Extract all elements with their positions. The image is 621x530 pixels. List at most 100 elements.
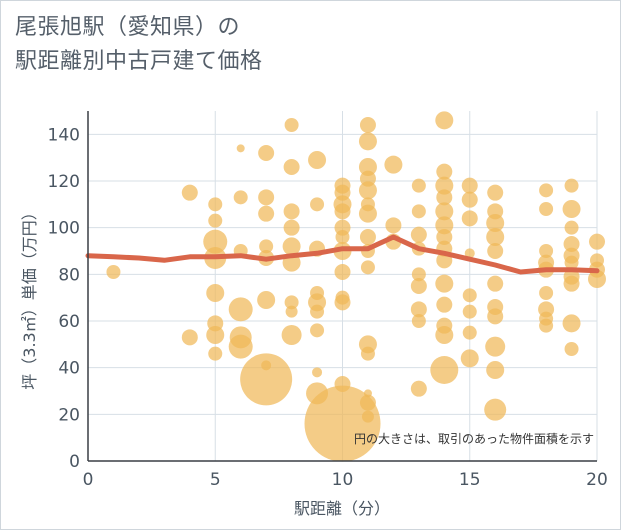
- data-bubble: [233, 190, 248, 205]
- data-bubble: [410, 226, 427, 243]
- data-bubble: [539, 318, 554, 333]
- data-bubble: [486, 228, 505, 246]
- data-bubble: [258, 189, 275, 206]
- data-bubble: [181, 329, 198, 346]
- data-bubble: [564, 178, 579, 193]
- data-bubble: [360, 260, 375, 275]
- data-bubble: [487, 184, 504, 201]
- data-bubble: [310, 323, 325, 338]
- data-bubble: [562, 200, 581, 218]
- data-bubble: [310, 197, 325, 212]
- axes: [87, 111, 597, 462]
- data-bubble: [257, 291, 276, 309]
- data-bubble: [411, 314, 426, 328]
- data-bubble: [240, 353, 293, 406]
- data-bubble: [562, 314, 581, 333]
- data-bubble: [430, 356, 459, 384]
- data-bubble: [181, 184, 198, 201]
- data-bubble: [487, 243, 504, 259]
- data-bubble: [285, 305, 298, 318]
- data-bubble: [358, 158, 377, 176]
- data-bubble: [106, 265, 121, 279]
- x-tick-label: 20: [586, 470, 608, 490]
- chart-title-line2: 駅距離別中古戸建て価格: [15, 49, 263, 74]
- data-bubble: [358, 181, 377, 200]
- data-bubble: [208, 213, 223, 228]
- tick-labels: 0 5 10 15 20 0 20 40 60 80 100 120 140: [48, 125, 608, 490]
- y-axis-label: 坪（3.3㎡）単価（万円）: [20, 204, 39, 389]
- data-bubble: [484, 398, 507, 421]
- data-bubble: [258, 145, 275, 161]
- y-tick-label: 80: [58, 265, 80, 285]
- x-tick-label: 10: [332, 470, 354, 490]
- data-bubble: [462, 288, 477, 303]
- data-bubble: [564, 220, 579, 235]
- data-bubble: [312, 367, 323, 378]
- y-tick-label: 60: [58, 312, 80, 332]
- data-bubble: [485, 336, 506, 357]
- data-bubble: [258, 205, 275, 222]
- data-bubble: [436, 229, 453, 245]
- data-bubble: [411, 267, 426, 282]
- data-bubble: [435, 202, 454, 221]
- data-bubble: [360, 346, 375, 361]
- data-bubble: [208, 346, 223, 361]
- data-bubble: [359, 229, 376, 245]
- data-bubble: [462, 325, 477, 340]
- data-bubble: [308, 151, 327, 169]
- data-bubble: [203, 229, 228, 254]
- x-axis-label: 駅距離（分）: [294, 499, 390, 518]
- data-bubble: [283, 219, 300, 236]
- data-bubble: [539, 244, 554, 258]
- x-tick-label: 0: [83, 470, 94, 490]
- data-bubble: [487, 308, 504, 325]
- size-note: 円の大きさは、取引のあった物件面積を示す: [354, 431, 594, 446]
- data-bubble: [411, 178, 426, 193]
- data-bubble: [436, 163, 453, 180]
- chart-title-line1: 尾張旭駅（愛知県）の: [15, 15, 241, 40]
- y-tick-label: 140: [48, 125, 80, 145]
- data-bubble: [410, 301, 427, 318]
- data-bubble: [228, 297, 253, 322]
- data-bubble: [435, 274, 454, 293]
- data-bubble: [361, 410, 374, 423]
- data-bubble: [563, 236, 580, 252]
- data-bubble: [411, 204, 426, 219]
- data-bubble: [486, 361, 505, 379]
- data-bubble: [464, 248, 475, 259]
- chart-title: 尾張旭駅（愛知県）の 駅距離別中古戸建て価格: [15, 11, 263, 79]
- x-tick-label: 15: [459, 470, 481, 490]
- data-bubble: [487, 275, 504, 292]
- data-bubble: [410, 380, 427, 397]
- data-bubble: [564, 255, 579, 270]
- data-bubble: [208, 197, 223, 212]
- data-bubble: [564, 342, 579, 356]
- data-bubble: [228, 334, 253, 359]
- data-bubble: [486, 214, 505, 232]
- data-bubble: [435, 216, 454, 235]
- data-bubble: [206, 326, 225, 344]
- data-bubble: [435, 111, 454, 130]
- data-bubble: [539, 183, 554, 198]
- y-tick-label: 20: [58, 405, 80, 425]
- data-bubble: [384, 155, 403, 174]
- bubbles: [106, 111, 606, 462]
- data-bubble: [334, 264, 351, 280]
- data-bubble: [283, 203, 300, 220]
- data-bubble: [539, 286, 554, 300]
- data-bubble: [436, 189, 453, 206]
- data-bubble: [358, 132, 377, 151]
- y-tick-label: 0: [69, 452, 80, 472]
- data-bubble: [334, 203, 351, 220]
- data-bubble: [281, 325, 302, 345]
- y-tick-label: 100: [48, 219, 80, 239]
- data-bubble: [283, 159, 300, 175]
- average-trend-line: [85, 234, 600, 275]
- data-bubble: [435, 326, 454, 344]
- data-bubble: [206, 284, 225, 302]
- data-bubble: [435, 176, 454, 195]
- data-bubble: [335, 230, 350, 244]
- data-bubble: [282, 237, 301, 256]
